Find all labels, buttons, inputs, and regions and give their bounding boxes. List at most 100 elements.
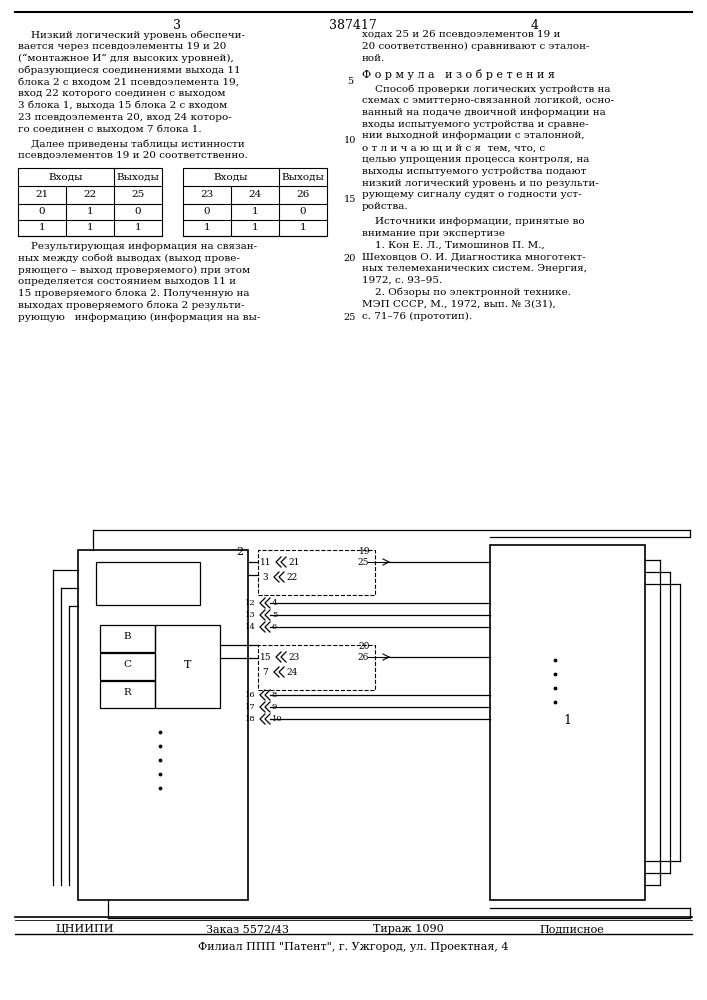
- Text: T: T: [184, 660, 191, 670]
- Text: 10: 10: [272, 715, 283, 723]
- Text: 0: 0: [204, 207, 210, 216]
- Text: 12: 12: [245, 599, 256, 607]
- Text: рующую   информацию (информация на вы-: рующую информацию (информация на вы-: [18, 313, 260, 322]
- Bar: [78, 550, 248, 900]
- Text: вход 22 которого соединен с выходом: вход 22 которого соединен с выходом: [18, 89, 226, 98]
- Text: 1: 1: [563, 714, 571, 728]
- Text: выходы испытуемого устройства подают: выходы испытуемого устройства подают: [362, 167, 586, 176]
- Text: 9: 9: [272, 703, 277, 711]
- Text: внимание при экспертизе: внимание при экспертизе: [362, 229, 505, 238]
- Text: 19: 19: [358, 547, 370, 556]
- Text: 1: 1: [300, 223, 306, 232]
- Bar: [100, 681, 155, 708]
- Text: 23: 23: [200, 190, 214, 199]
- Text: го соединен с выходом 7 блока 1.: го соединен с выходом 7 блока 1.: [18, 124, 201, 133]
- Text: 20: 20: [344, 254, 356, 263]
- Bar: [100, 653, 155, 680]
- Text: целью упрощения процесса контроля, на: целью упрощения процесса контроля, на: [362, 155, 590, 164]
- Text: Выходы: Выходы: [117, 172, 160, 181]
- Text: ходах 25 и 26 псевдоэлементов 19 и: ходах 25 и 26 псевдоэлементов 19 и: [362, 30, 561, 39]
- Text: 25: 25: [132, 190, 145, 199]
- Text: ряющего – выход проверяемого) при этом: ряющего – выход проверяемого) при этом: [18, 265, 250, 275]
- Text: образующиеся соединениями выхода 11: образующиеся соединениями выхода 11: [18, 65, 240, 75]
- Text: 4: 4: [272, 599, 278, 607]
- Text: определяется состоянием выходов 11 и: определяется состоянием выходов 11 и: [18, 277, 236, 286]
- Text: 24: 24: [286, 668, 298, 677]
- Text: 10: 10: [344, 136, 356, 145]
- Text: 0: 0: [39, 207, 45, 216]
- Text: Ф о р м у л а   и з о б р е т е н и я: Ф о р м у л а и з о б р е т е н и я: [362, 69, 555, 80]
- Bar: [258, 645, 375, 690]
- Text: 1: 1: [39, 223, 45, 232]
- Text: ной.: ной.: [362, 54, 385, 63]
- Text: 1. Кон Е. Л., Тимошинов П. М.,: 1. Кон Е. Л., Тимошинов П. М.,: [362, 241, 545, 250]
- Text: B: B: [124, 632, 132, 641]
- Bar: [155, 625, 220, 708]
- Text: 13: 13: [245, 611, 256, 619]
- Text: 8: 8: [272, 691, 277, 699]
- Text: Тираж 1090: Тираж 1090: [373, 924, 443, 934]
- Text: 18: 18: [245, 715, 256, 723]
- Text: 15 проверяемого блока 2. Полученную на: 15 проверяемого блока 2. Полученную на: [18, 289, 250, 298]
- Text: ЦНИИПИ: ЦНИИПИ: [56, 924, 115, 934]
- Text: 23 псевдоэлемента 20, вход 24 которо-: 23 псевдоэлемента 20, вход 24 которо-: [18, 113, 232, 122]
- Text: Источники информации, принятые во: Источники информации, принятые во: [362, 217, 585, 226]
- Text: входы испытуемого устройства и сравне-: входы испытуемого устройства и сравне-: [362, 120, 589, 129]
- Text: 4: 4: [531, 19, 539, 32]
- Text: 21: 21: [288, 558, 299, 567]
- Text: (“монтажное И” для высоких уровней),: (“монтажное И” для высоких уровней),: [18, 54, 234, 63]
- Text: 15: 15: [260, 653, 271, 662]
- Text: 1: 1: [204, 223, 210, 232]
- Text: Низкий логический уровень обеспечи-: Низкий логический уровень обеспечи-: [18, 30, 245, 39]
- Text: 25: 25: [357, 558, 368, 567]
- Text: 20 соответственно) сравнивают с эталон-: 20 соответственно) сравнивают с эталон-: [362, 42, 590, 51]
- Text: 22: 22: [83, 190, 97, 199]
- Text: ных между собой выводах (выход прове-: ных между собой выводах (выход прове-: [18, 254, 240, 263]
- Text: Способ проверки логических устройств на: Способ проверки логических устройств на: [362, 84, 611, 94]
- Text: с. 71–76 (прототип).: с. 71–76 (прототип).: [362, 311, 472, 321]
- Text: вается через псевдоэлементы 19 и 20: вается через псевдоэлементы 19 и 20: [18, 42, 226, 51]
- Text: 0: 0: [135, 207, 141, 216]
- Text: 3 блока 1, выхода 15 блока 2 с входом: 3 блока 1, выхода 15 блока 2 с входом: [18, 101, 227, 110]
- Text: 17: 17: [245, 703, 256, 711]
- Text: псевдоэлементов 19 и 20 соответственно.: псевдоэлементов 19 и 20 соответственно.: [18, 151, 247, 160]
- Text: 23: 23: [288, 653, 299, 662]
- Text: 14: 14: [245, 623, 256, 631]
- Text: ных телемеханических систем. Энергия,: ных телемеханических систем. Энергия,: [362, 264, 587, 273]
- Text: 16: 16: [245, 691, 256, 699]
- Text: Входы: Входы: [49, 172, 83, 181]
- Bar: [183, 168, 327, 236]
- Text: 1: 1: [252, 223, 258, 232]
- Bar: [96, 562, 200, 605]
- Text: 387417: 387417: [329, 19, 377, 32]
- Text: 21: 21: [35, 190, 49, 199]
- Bar: [18, 168, 162, 236]
- Text: ванный на подаче двоичной информации на: ванный на подаче двоичной информации на: [362, 108, 606, 117]
- Text: 11: 11: [260, 558, 271, 567]
- Text: 7: 7: [262, 668, 268, 677]
- Text: 1972, с. 93–95.: 1972, с. 93–95.: [362, 276, 443, 285]
- Text: нии выходной информации с эталонной,: нии выходной информации с эталонной,: [362, 131, 585, 140]
- Bar: [100, 625, 155, 652]
- Text: 25: 25: [344, 313, 356, 322]
- Text: 0: 0: [300, 207, 306, 216]
- Text: 15: 15: [344, 195, 356, 204]
- Text: Входы: Входы: [214, 172, 248, 181]
- Text: МЭП СССР, М., 1972, вып. № 3(31),: МЭП СССР, М., 1972, вып. № 3(31),: [362, 300, 556, 309]
- Text: 1: 1: [87, 207, 93, 216]
- Text: блока 2 с входом 21 псевдоэлемента 19,: блока 2 с входом 21 псевдоэлемента 19,: [18, 77, 239, 86]
- Text: C: C: [124, 660, 132, 669]
- Text: Выходы: Выходы: [281, 172, 325, 181]
- Text: 24: 24: [248, 190, 262, 199]
- Text: 6: 6: [272, 623, 277, 631]
- Text: о т л и ч а ю щ и й с я  тем, что, с: о т л и ч а ю щ и й с я тем, что, с: [362, 143, 545, 152]
- Text: 3: 3: [173, 19, 181, 32]
- Text: 1: 1: [135, 223, 141, 232]
- Text: 22: 22: [286, 573, 297, 582]
- Text: 1: 1: [87, 223, 93, 232]
- Bar: [258, 550, 375, 595]
- Text: 20: 20: [358, 642, 370, 651]
- Text: 2. Обзоры по электронной технике.: 2. Обзоры по электронной технике.: [362, 288, 571, 297]
- Text: 5: 5: [347, 77, 353, 86]
- Text: 26: 26: [357, 653, 368, 662]
